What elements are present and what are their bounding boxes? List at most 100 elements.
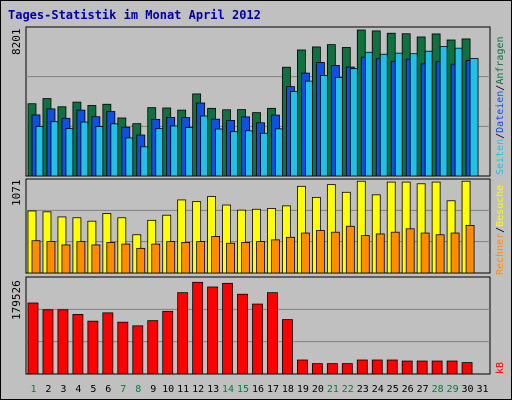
kb-bar — [371, 359, 383, 375]
rechner-bar — [196, 241, 206, 274]
legend-kb: kB — [495, 362, 506, 374]
x-tick-label: 10 — [162, 384, 174, 395]
rechner-bar — [390, 231, 400, 274]
x-tick-label: 19 — [297, 384, 309, 395]
x-tick-label: 27 — [417, 384, 429, 395]
kb-bar — [326, 363, 338, 375]
volume-panel — [25, 276, 491, 375]
kb-bar — [252, 303, 263, 375]
kb-bar — [57, 309, 69, 375]
x-tick-label: 16 — [252, 384, 264, 395]
x-tick-label: 26 — [402, 384, 414, 395]
x-tick-label: 5 — [90, 384, 96, 395]
kb-bar — [192, 281, 204, 375]
x-tick-label: 22 — [342, 384, 354, 395]
kb-bar — [222, 282, 233, 375]
kb-bar — [297, 359, 308, 375]
kb-bar — [72, 314, 84, 375]
rechner-bar — [61, 244, 71, 274]
kb-bar — [42, 309, 54, 375]
rechner-bar — [181, 242, 191, 274]
volume-ymax-label: 179526 — [10, 280, 23, 320]
legend-sep: / — [495, 85, 506, 91]
x-tick-label: 11 — [177, 384, 189, 395]
x-tick-label: 23 — [357, 384, 369, 395]
legend-volume: kB — [495, 362, 506, 374]
legend-sep: / — [495, 227, 506, 233]
kb-bar — [177, 292, 189, 375]
x-tick-label: 1 — [30, 384, 36, 395]
x-tick-label: 14 — [222, 384, 234, 395]
rechner-bar — [315, 230, 325, 274]
legend-anfragen: Anfragen — [495, 36, 506, 84]
rechner-bar — [151, 243, 161, 274]
x-tick-label: 17 — [267, 384, 279, 395]
x-tick-label: 6 — [105, 384, 111, 395]
rechner-bar — [46, 241, 56, 274]
kb-bar — [132, 325, 144, 375]
kb-bar — [117, 321, 129, 375]
rechner-bar — [166, 241, 176, 274]
rechner-bar — [375, 233, 385, 274]
rechner-bar — [211, 236, 221, 274]
visits-panel — [25, 178, 491, 274]
rechner-bar — [435, 234, 445, 274]
kb-bar — [416, 360, 428, 375]
legend: Seiten/Dateien/Anfragen Rechner/Besuche kB — [495, 36, 506, 374]
kb-bar — [87, 320, 99, 375]
legend-visits: Rechner/Besuche — [495, 185, 506, 275]
legend-dateien: Dateien — [495, 91, 506, 133]
rechner-bar — [360, 235, 370, 274]
rechner-bar — [271, 239, 280, 274]
kb-bar — [311, 363, 323, 375]
requests-panel — [25, 26, 491, 177]
x-tick-label: 21 — [327, 384, 339, 395]
rechner-bar — [286, 236, 295, 274]
rechner-bar — [420, 232, 430, 274]
kb-bar — [162, 310, 174, 375]
kb-bar — [282, 319, 293, 375]
kb-bar — [386, 359, 398, 375]
kb-bar — [431, 360, 443, 375]
legend-sep: / — [495, 133, 506, 139]
rechner-bar — [405, 228, 415, 274]
x-tick-label: 30 — [462, 384, 474, 395]
kb-bar — [102, 312, 114, 375]
x-tick-label: 24 — [372, 384, 384, 395]
x-tick-label: 12 — [192, 384, 204, 395]
requests-ymax-label: 8201 — [10, 29, 23, 56]
x-axis-labels: 1 2 3 4 5 6 7 8 9 10 11 12 13 14 15 16 17 18 19 20 21 22 23 24 2… — [30, 384, 488, 395]
rechner-bar — [121, 243, 131, 274]
kb-bar — [356, 359, 368, 375]
x-tick-label: 31 — [476, 384, 488, 395]
x-tick-label: 20 — [312, 384, 324, 395]
x-tick-label: 4 — [75, 384, 81, 395]
x-tick-label: 2 — [45, 384, 51, 395]
visits-ymax-label: 1071 — [10, 180, 23, 207]
kb-bar — [461, 362, 473, 375]
x-tick-label: 29 — [447, 384, 459, 395]
x-tick-label: 9 — [150, 384, 156, 395]
kb-bar — [207, 286, 219, 375]
chart-title: Tages-Statistik im Monat April 2012 — [8, 8, 261, 22]
legend-besuche: Besuche — [495, 185, 506, 227]
x-tick-label: 25 — [387, 384, 399, 395]
x-tick-label: 28 — [432, 384, 444, 395]
rechner-bar — [301, 232, 310, 274]
rechner-bar — [450, 232, 460, 274]
rechner-bar — [256, 241, 265, 274]
kb-bar — [237, 293, 248, 375]
x-tick-label: 7 — [120, 384, 126, 395]
rechner-bar — [76, 241, 86, 274]
x-tick-label: 3 — [60, 384, 66, 395]
rechner-bar — [465, 225, 475, 274]
kb-bar — [401, 360, 413, 375]
rechner-bar — [241, 242, 250, 274]
rechner-bar — [226, 242, 235, 274]
kb-bar — [267, 292, 278, 375]
legend-requests: Seiten/Dateien/Anfragen — [495, 36, 506, 175]
kb-bar — [446, 360, 458, 375]
kb-bar — [27, 302, 39, 375]
rechner-bar — [91, 244, 101, 274]
